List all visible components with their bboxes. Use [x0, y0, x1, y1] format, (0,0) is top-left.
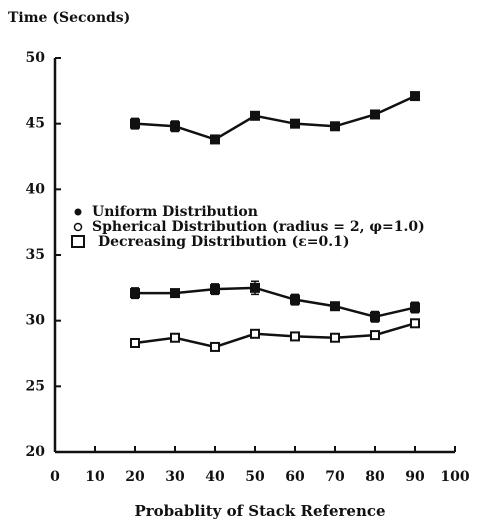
series-line	[135, 286, 416, 319]
y-tick-label: 45	[26, 116, 45, 132]
marker	[370, 109, 380, 120]
y-tick-label: 25	[26, 378, 45, 394]
legend-label: Spherical Distribution (radius = 2, φ=1.…	[92, 219, 425, 235]
legend-label: Decreasing Distribution (ε=0.1)	[98, 234, 349, 250]
y-axis-label: Time (Seconds)	[8, 10, 130, 26]
marker	[370, 311, 380, 322]
x-tick-label: 90	[405, 469, 425, 485]
marker	[330, 301, 340, 312]
marker	[130, 118, 140, 129]
y-tick-label: 20	[26, 444, 46, 460]
y-tick-label: 35	[26, 247, 45, 263]
x-tick-label: 50	[245, 469, 265, 485]
marker	[250, 328, 260, 339]
marker	[410, 318, 420, 329]
x-tick-label: 60	[285, 469, 305, 485]
marker	[290, 118, 300, 129]
marker	[370, 330, 380, 341]
x-tick-label: 100	[440, 469, 469, 485]
marker	[290, 331, 300, 342]
x-tick-label: 0	[50, 469, 60, 485]
marker	[210, 134, 220, 145]
marker	[210, 284, 220, 295]
marker	[250, 282, 260, 293]
x-tick-label: 10	[85, 469, 105, 485]
legend-label: Uniform Distribution	[92, 204, 258, 220]
y-tick-label: 40	[26, 181, 46, 197]
legend-symbol	[71, 235, 85, 248]
x-tick-label: 70	[325, 469, 345, 485]
y-tick-label: 50	[26, 50, 46, 66]
legend-symbol	[74, 208, 82, 216]
marker	[290, 294, 300, 305]
x-tick-label: 80	[365, 469, 385, 485]
series-line	[134, 322, 416, 349]
marker	[170, 121, 180, 132]
marker	[410, 302, 420, 313]
y-tick-label: 30	[26, 313, 46, 329]
x-tick-label: 40	[205, 469, 225, 485]
marker	[410, 91, 420, 102]
marker	[250, 110, 260, 121]
marker	[170, 332, 180, 343]
marker	[330, 121, 340, 132]
x-axis-label: Probablity of Stack Reference	[134, 502, 385, 520]
marker	[130, 337, 140, 348]
marker	[170, 288, 180, 299]
marker	[210, 341, 220, 352]
legend-symbol	[73, 222, 83, 232]
series-line	[134, 94, 416, 141]
marker	[330, 332, 340, 343]
x-tick-label: 20	[125, 469, 145, 485]
marker	[130, 288, 140, 299]
x-tick-label: 30	[165, 469, 185, 485]
